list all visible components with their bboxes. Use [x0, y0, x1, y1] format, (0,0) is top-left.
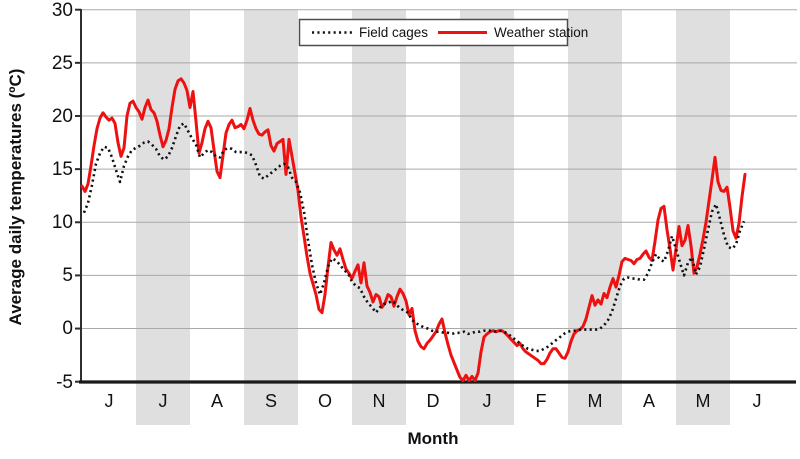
y-tick-label: 10 [52, 212, 73, 233]
y-tick-label: 0 [62, 318, 73, 339]
y-tick-label: 15 [52, 159, 73, 180]
y-tick-label: 30 [52, 0, 73, 21]
legend: Field cages Weather station [298, 18, 588, 47]
legend-label-field-cages: Field cages [359, 25, 428, 40]
y-tick-label: -5 [56, 372, 73, 393]
month-tick-label: J [753, 391, 762, 411]
month-tick-label: N [373, 391, 386, 411]
y-tick-label: 5 [62, 265, 73, 286]
legend-label-weather-station: Weather station [494, 25, 588, 40]
month-tick-label: J [483, 391, 492, 411]
legend-item-field-cages: Field cages [312, 25, 428, 40]
legend-item-weather-station: Weather station [438, 25, 588, 40]
series-weather-station-line [80, 77, 747, 383]
month-tick-label: S [265, 391, 277, 411]
month-band [568, 9, 622, 425]
month-tick-label: A [643, 391, 655, 411]
x-axis-title: Month [408, 429, 459, 448]
month-tick-label: A [211, 391, 223, 411]
legend-box [298, 18, 569, 47]
gridlines [82, 9, 797, 330]
y-tick-label: 20 [52, 106, 73, 127]
y-axis-ticks [75, 8, 81, 383]
month-band [352, 9, 406, 425]
month-band [676, 9, 730, 425]
month-tick-label: F [536, 391, 547, 411]
month-tick-label: O [318, 391, 332, 411]
y-tick-labels: 30 25 20 15 10 5 0 -5 [52, 0, 73, 393]
y-axis-title: Average daily temperatures (ºC) [6, 69, 25, 326]
series-field-cages-line [82, 122, 746, 353]
month-band [244, 9, 298, 425]
x-tick-labels: J J A S O N D J F M A M J [105, 391, 762, 411]
month-tick-label: D [427, 391, 440, 411]
y-tick-label: 25 [52, 53, 73, 74]
month-tick-label: M [696, 391, 711, 411]
month-band [460, 9, 514, 425]
month-tick-label: J [159, 391, 168, 411]
month-bands [136, 9, 730, 425]
month-tick-label: M [588, 391, 603, 411]
month-band [136, 9, 190, 425]
month-tick-label: J [105, 391, 114, 411]
